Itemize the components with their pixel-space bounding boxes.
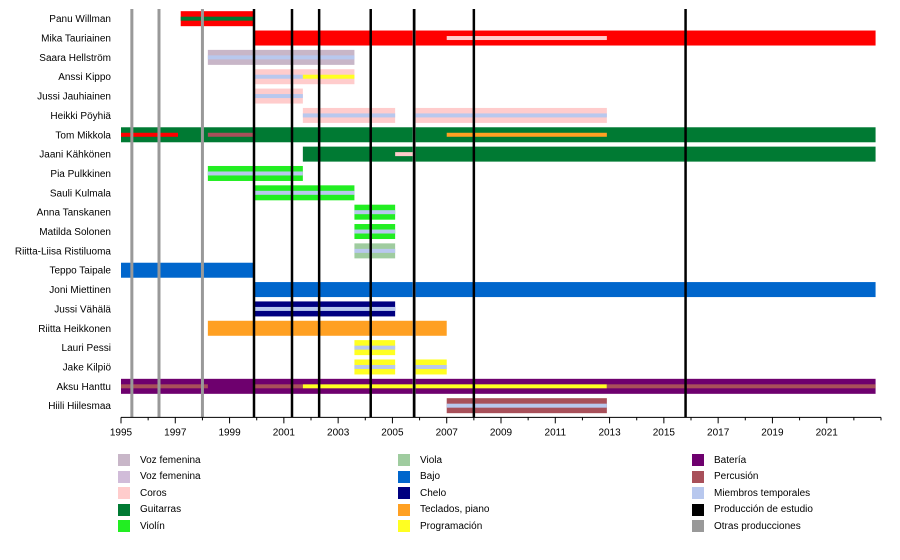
x-tick-label: 1995 — [110, 427, 133, 438]
bar-temporales — [254, 306, 396, 311]
bar-programacion — [302, 384, 607, 389]
x-tick-label: 2021 — [816, 427, 839, 438]
member-label: Hiili Hiilesmaa — [48, 401, 111, 412]
member-label: Heikki Pöyhiä — [50, 111, 111, 122]
member-label: Riitta-Liisa Ristiluoma — [15, 246, 112, 257]
bar-temporales — [446, 403, 607, 408]
bar-temporales — [354, 210, 396, 215]
member-label: Jake Kilpiö — [63, 362, 112, 373]
member-label: Riitta Heikkonen — [38, 324, 111, 335]
bar-percusion — [121, 384, 208, 389]
member-label: Saara Hellström — [39, 53, 111, 64]
x-tick-label: 2009 — [490, 427, 513, 438]
bar-coros — [395, 152, 415, 157]
x-tick-label: 2005 — [381, 427, 404, 438]
bar-guitarras — [180, 16, 254, 21]
release-lines — [130, 9, 687, 418]
x-tick-label: 2015 — [653, 427, 676, 438]
bar-coros — [446, 36, 607, 41]
bar-teclados — [207, 320, 447, 336]
bar-temporales — [414, 113, 607, 118]
x-tick-label: 2003 — [327, 427, 350, 438]
bar-bajo — [254, 282, 876, 298]
member-label: Mika Tauriainen — [41, 34, 111, 45]
x-tick-label: 1999 — [218, 427, 241, 438]
bar-teclados — [446, 132, 607, 137]
bar-temporales — [254, 74, 303, 79]
member-label: Jussi Vähälä — [54, 304, 111, 315]
member-label: Joni Miettinen — [49, 285, 111, 296]
x-tick-label: 2019 — [761, 427, 784, 438]
member-label: Anna Tanskanen — [37, 208, 111, 219]
bar-temporales — [302, 113, 396, 118]
bar-temporales — [207, 171, 303, 176]
bar-temporales — [254, 94, 303, 99]
x-tick-label: 2001 — [273, 427, 296, 438]
member-label: Panu Willman — [49, 14, 111, 25]
x-tick-label: 1997 — [164, 427, 187, 438]
member-label: Aksu Hanttu — [57, 382, 111, 393]
member-labels: Panu Willman Mika Tauriainen Saara Hellstr… — [15, 14, 112, 412]
member-label: Teppo Taipale — [49, 266, 111, 277]
bar-voz_red — [121, 132, 178, 137]
x-axis: 1995 1997 1999 2001 2003 2005 2007 2009 2011 2013… — [110, 416, 882, 438]
x-tick-label: 2011 — [545, 427, 567, 438]
bar-temporales — [207, 55, 355, 60]
bar-temporales — [354, 248, 396, 253]
member-label: Lauri Pessi — [62, 343, 111, 354]
bar-percusion — [207, 132, 254, 137]
bar-temporales — [414, 364, 447, 369]
bar-bajo — [121, 262, 254, 278]
x-tick-label: 2017 — [707, 427, 730, 438]
member-label: Jaani Kähkönen — [39, 150, 111, 161]
bar-percusion — [606, 384, 876, 389]
bar-temporales — [254, 190, 355, 195]
x-tick-label: 2013 — [598, 427, 621, 438]
bar-guitarras — [302, 146, 876, 162]
member-label: Jussi Jauhiainen — [37, 92, 111, 103]
bar-percusion — [254, 384, 303, 389]
x-tick-label: 2007 — [436, 427, 459, 438]
member-label: Pia Pulkkinen — [50, 169, 111, 180]
member-bars — [121, 11, 876, 414]
bar-programacion — [302, 74, 355, 79]
bar-temporales — [354, 345, 396, 350]
member-label: Sauli Kulmala — [50, 188, 112, 199]
bar-temporales — [354, 229, 396, 234]
member-label: Anssi Kippo — [58, 72, 111, 83]
member-label: Tom Mikkola — [55, 130, 111, 141]
bar-temporales — [354, 364, 396, 369]
member-label: Matilda Solonen — [39, 227, 111, 238]
